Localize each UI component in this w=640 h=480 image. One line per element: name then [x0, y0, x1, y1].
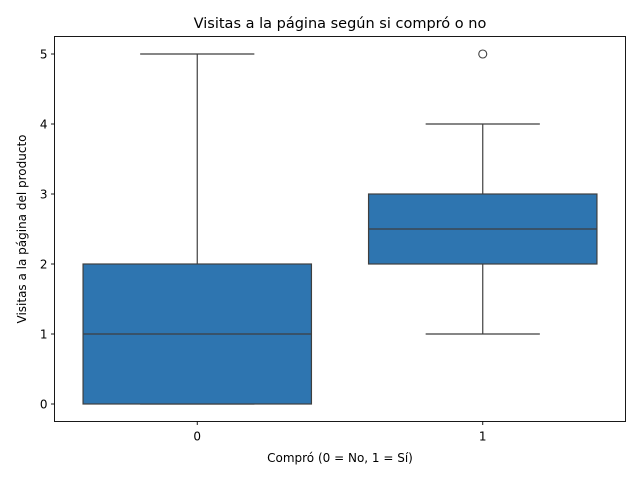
y-tick-label: 3 — [40, 188, 48, 202]
y-tick-label: 4 — [40, 118, 48, 132]
chart-title: Visitas a la página según si compró o no — [194, 16, 487, 32]
y-axis-label: Visitas a la página del producto — [15, 135, 29, 324]
x-tick-label: 0 — [193, 430, 201, 444]
x-tick-label: 1 — [479, 430, 487, 444]
y-tick-label: 0 — [40, 398, 48, 412]
x-axis-label: Compró (0 = No, 1 = Sí) — [267, 451, 413, 465]
plot-area: 0 1 2 3 4 5 0 1 — [40, 48, 598, 444]
outlier-point — [478, 49, 488, 59]
y-tick-label: 1 — [40, 328, 48, 342]
y-tick-label: 5 — [40, 48, 48, 62]
plot-frame — [54, 36, 626, 422]
y-tick-label: 2 — [40, 258, 48, 272]
